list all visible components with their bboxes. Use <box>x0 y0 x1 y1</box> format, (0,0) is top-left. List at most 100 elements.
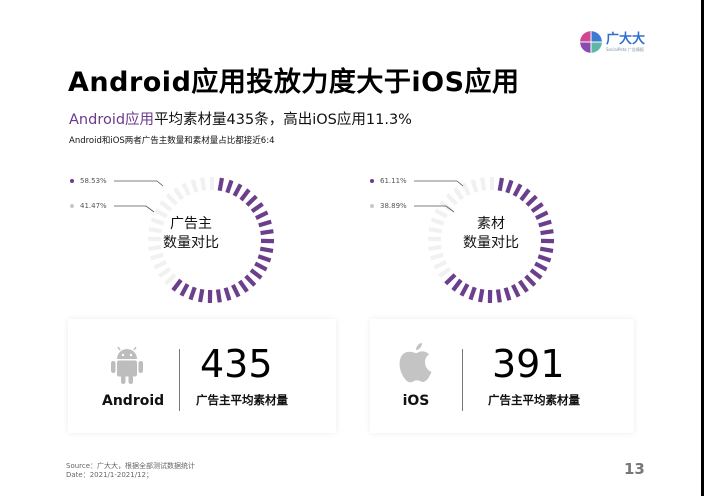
donut-segment-ios <box>438 266 452 278</box>
donut-segment-android <box>257 254 272 263</box>
donut-segment-android <box>539 246 554 254</box>
donut-segment-ios <box>453 187 465 201</box>
donut-segment-ios <box>148 244 162 251</box>
android-stat-card: Android 435 广告主平均素材量 <box>68 319 336 433</box>
legend-value: 41.47% <box>80 202 107 210</box>
legend-android: 58.53% <box>70 177 107 185</box>
donut-center-label: 广告主 数量对比 <box>146 215 236 253</box>
legend-value: 61.11% <box>380 177 407 185</box>
logo-name: 广大大 <box>606 31 646 47</box>
date-line: Date：2021/1-2021/12； <box>66 471 153 479</box>
ios-stat-card: iOS 391 广告主平均素材量 <box>370 319 634 433</box>
legend-android: 61.11% <box>370 177 407 185</box>
creative-count-donut: 61.11% 38.89% 素材 数量对比 <box>364 168 604 303</box>
donut-segment-ios <box>461 182 471 196</box>
card-divider <box>462 349 463 411</box>
donut-segment-android <box>197 288 205 303</box>
donut-segment-android <box>497 177 505 192</box>
donut-segment-ios <box>200 177 207 191</box>
os-name: Android <box>102 393 165 409</box>
donut-segment-ios <box>430 252 444 261</box>
legend-dot-icon <box>370 204 374 208</box>
donut-segment-ios <box>428 244 442 251</box>
donut-segment-ios <box>445 193 458 206</box>
donut-segment-android <box>538 219 552 228</box>
donut-segment-android <box>444 273 457 286</box>
advertiser-count-donut: 58.53% 41.47% 广告主 数量对比 <box>64 168 304 303</box>
donut-label-line1: 广告主 <box>170 216 212 232</box>
donut-segment-android <box>260 229 274 236</box>
source-note: Source：广大大，根据全部测试数据统计 Date：2021/1-2021/1… <box>66 462 195 480</box>
donut-segment-ios <box>173 187 185 201</box>
donut-label-line2: 数量对比 <box>163 235 219 251</box>
donut-segment-android <box>250 202 264 214</box>
donut-segment-android <box>503 287 512 301</box>
donut-segment-android <box>245 194 258 207</box>
brand-logo: 广大大 SocialPeta 广告情报 <box>580 31 645 53</box>
subtitle: Android应用平均素材量435条，高出iOS应用11.3% <box>69 108 412 129</box>
donut-center-label: 素材 数量对比 <box>446 215 536 253</box>
donut-segment-ios <box>430 217 445 226</box>
donut-label-line2: 数量对比 <box>463 235 519 251</box>
legend-dot-icon <box>70 179 74 183</box>
subtitle-highlight: Android应用 <box>69 112 155 128</box>
donut-segment-android <box>223 287 232 301</box>
subtitle-text: 平均素材量435条，高出iOS应用11.3% <box>154 112 412 128</box>
source-line: Source：广大大，根据全部测试数据统计 <box>66 462 196 470</box>
donut-segment-android <box>258 219 272 228</box>
donut-segment-android <box>451 278 463 292</box>
donut-segment-android <box>540 229 554 236</box>
donut-segment-android <box>535 210 549 220</box>
donut-segment-ios <box>470 179 479 193</box>
avg-creative-label: 广告主平均素材量 <box>196 393 288 407</box>
legend-ios: 38.89% <box>370 202 407 210</box>
donut-segment-android <box>529 268 543 280</box>
donut-segment-android <box>534 261 548 272</box>
donut-segment-android <box>255 210 269 220</box>
android-icon <box>108 343 146 391</box>
ratio-note: Android和iOS两者广告主数量和素材量占比都接近6:4 <box>69 136 275 146</box>
donut-segment-android <box>171 278 183 292</box>
logo-globe-icon <box>580 31 602 53</box>
donut-segment-android <box>231 284 241 298</box>
donut-segment-android <box>537 254 552 263</box>
logo-tagline: SocialPeta 广告情报 <box>606 46 644 52</box>
donut-segment-ios <box>153 260 167 270</box>
avg-creative-value: 391 <box>492 342 565 386</box>
donut-segment-android <box>459 283 470 297</box>
donut-segment-android <box>232 183 243 197</box>
donut-segment-ios <box>150 252 164 261</box>
card-divider <box>179 349 180 411</box>
donut-segment-ios <box>433 260 447 270</box>
donut-segment-ios <box>150 217 165 226</box>
donut-segment-android <box>468 286 477 301</box>
donut-chart-advertisers <box>114 176 275 303</box>
donut-segment-android <box>525 194 538 207</box>
donut-segment-ios <box>154 208 168 219</box>
avg-creative-label: 广告主平均素材量 <box>488 393 580 407</box>
donut-segment-android <box>495 289 502 303</box>
os-name: iOS <box>402 393 430 409</box>
donut-segment-ios <box>480 177 487 191</box>
donut-segment-android <box>188 286 197 301</box>
donut-segment-android <box>524 274 537 287</box>
donut-segment-android <box>237 279 249 293</box>
donut-segment-android <box>477 288 485 303</box>
legend-value: 58.53% <box>80 177 107 185</box>
donut-segment-ios <box>428 226 443 234</box>
donut-segment-android <box>259 246 274 254</box>
donut-chart-creatives <box>414 176 555 303</box>
donut-segment-ios <box>159 200 173 212</box>
apple-icon <box>396 341 434 389</box>
donut-segment-ios <box>158 266 172 278</box>
donut-segment-android <box>512 183 523 197</box>
legend-dot-icon <box>70 204 74 208</box>
slide-right-border <box>701 0 704 496</box>
avg-creative-value: 435 <box>200 342 273 386</box>
donut-segment-android <box>217 177 225 192</box>
donut-segment-android <box>511 284 521 298</box>
donut-label-line1: 素材 <box>477 216 505 232</box>
donut-segment-ios <box>165 193 178 206</box>
page-title: Android应用投放力度大于iOS应用 <box>68 67 520 98</box>
donut-segment-ios <box>148 226 163 234</box>
